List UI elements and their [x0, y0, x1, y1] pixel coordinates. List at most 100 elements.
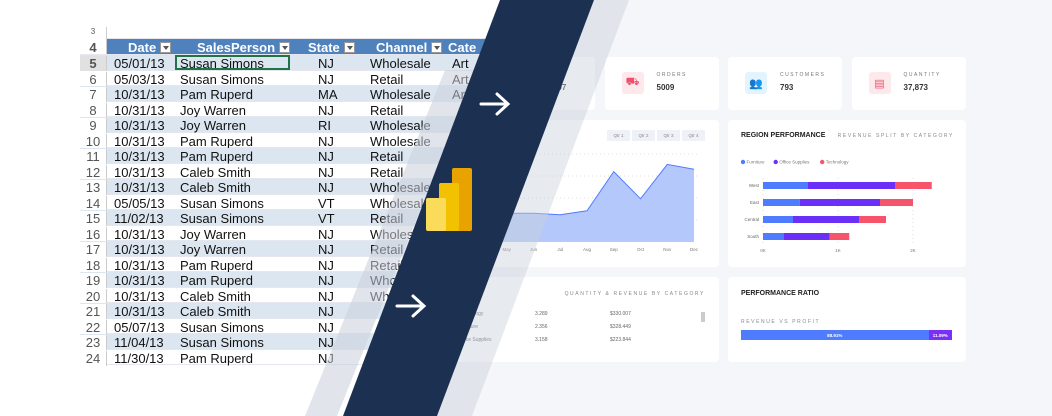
- row-number[interactable]: 11: [80, 149, 107, 164]
- header-date[interactable]: Date: [128, 40, 172, 55]
- row-number[interactable]: 20: [80, 288, 107, 304]
- header-category[interactable]: Cate: [448, 40, 477, 55]
- date-cell[interactable]: 10/31/13: [114, 288, 165, 304]
- state-cell[interactable]: NJ: [318, 71, 334, 87]
- row-number[interactable]: 23: [80, 335, 107, 350]
- bar-segment[interactable]: [763, 216, 793, 223]
- row-number[interactable]: 21: [80, 304, 107, 319]
- date-cell[interactable]: 10/31/13: [114, 257, 165, 273]
- date-cell[interactable]: 10/31/13: [114, 149, 165, 164]
- date-cell[interactable]: 05/07/13: [114, 319, 165, 335]
- state-cell[interactable]: NJ: [318, 164, 334, 180]
- bar-segment[interactable]: [784, 233, 830, 240]
- row-number[interactable]: 24: [80, 350, 107, 366]
- row-number[interactable]: 15: [80, 211, 107, 226]
- row-number[interactable]: 12: [80, 164, 107, 180]
- header-state[interactable]: State: [308, 40, 355, 55]
- legend-label[interactable]: Furniture: [747, 160, 766, 165]
- row-number[interactable]: 6: [80, 71, 107, 87]
- date-cell[interactable]: 10/31/13: [114, 118, 165, 133]
- header-channel[interactable]: Channel: [376, 40, 443, 55]
- bar-segment[interactable]: [763, 182, 808, 189]
- salesperson-cell[interactable]: Joy Warren: [180, 118, 246, 133]
- legend-label[interactable]: Office Supplies: [779, 160, 810, 165]
- date-cell[interactable]: 10/31/13: [114, 87, 165, 102]
- salesperson-cell[interactable]: Joy Warren: [180, 226, 246, 242]
- row-number[interactable]: 16: [80, 226, 107, 242]
- channel-cell[interactable]: Retail: [370, 149, 404, 164]
- salesperson-cell[interactable]: Pam Ruperd: [180, 273, 253, 288]
- date-cell[interactable]: 05/05/13: [114, 195, 165, 211]
- date-cell[interactable]: 10/31/13: [114, 273, 165, 288]
- row-number[interactable]: 13: [80, 180, 107, 195]
- state-cell[interactable]: RI: [318, 118, 331, 133]
- channel-cell[interactable]: Retail: [370, 102, 404, 118]
- bar-segment[interactable]: [895, 182, 932, 189]
- channel-cell[interactable]: Retail: [370, 71, 404, 87]
- category-cell[interactable]: Art: [452, 56, 469, 71]
- state-cell[interactable]: NJ: [318, 102, 334, 118]
- selected-cell[interactable]: [175, 55, 290, 70]
- row-number[interactable]: 19: [80, 273, 107, 288]
- salesperson-cell[interactable]: Joy Warren: [180, 102, 246, 118]
- date-cell[interactable]: 11/04/13: [114, 335, 164, 350]
- salesperson-cell[interactable]: Susan Simons: [180, 195, 264, 211]
- row-number[interactable]: 5: [80, 56, 107, 71]
- state-cell[interactable]: NJ: [318, 319, 334, 335]
- quarter-filter-button[interactable]: Qtr 1: [607, 130, 630, 141]
- bar-segment[interactable]: [880, 199, 913, 206]
- row-number[interactable]: 9: [80, 118, 107, 133]
- salesperson-cell[interactable]: Pam Ruperd: [180, 149, 253, 164]
- bar-segment[interactable]: [808, 182, 895, 189]
- salesperson-cell[interactable]: Pam Ruperd: [180, 87, 253, 102]
- legend-label[interactable]: Technology: [826, 160, 850, 165]
- date-cell[interactable]: 05/03/13: [114, 71, 165, 87]
- row-number[interactable]: 17: [80, 242, 107, 257]
- channel-cell[interactable]: Wholesale: [370, 118, 431, 133]
- state-cell[interactable]: NJ: [318, 335, 334, 350]
- state-cell[interactable]: NJ: [318, 133, 334, 149]
- state-cell[interactable]: NJ: [318, 288, 334, 304]
- state-cell[interactable]: NJ: [318, 304, 334, 319]
- state-cell[interactable]: NJ: [318, 226, 334, 242]
- bar-segment[interactable]: [793, 216, 859, 223]
- date-cell[interactable]: 11/30/13: [114, 350, 164, 366]
- state-cell[interactable]: MA: [318, 87, 338, 102]
- bar-segment[interactable]: [859, 216, 886, 223]
- salesperson-cell[interactable]: Caleb Smith: [180, 180, 251, 195]
- row-number[interactable]: 18: [80, 257, 107, 273]
- salesperson-cell[interactable]: Pam Ruperd: [180, 257, 253, 273]
- salesperson-cell[interactable]: Caleb Smith: [180, 304, 251, 319]
- row-number[interactable]: 7: [80, 87, 107, 102]
- state-cell[interactable]: NJ: [318, 180, 334, 195]
- date-cell[interactable]: 05/01/13: [114, 56, 165, 71]
- header-salesperson[interactable]: SalesPerson: [197, 40, 291, 55]
- state-cell[interactable]: NJ: [318, 273, 334, 288]
- state-cell[interactable]: NJ: [318, 149, 334, 164]
- date-cell[interactable]: 10/31/13: [114, 180, 165, 195]
- salesperson-cell[interactable]: Susan Simons: [180, 319, 264, 335]
- salesperson-cell[interactable]: Susan Simons: [180, 335, 264, 350]
- row-number[interactable]: 8: [80, 102, 107, 118]
- bar-segment[interactable]: [829, 233, 850, 240]
- date-cell[interactable]: 10/31/13: [114, 133, 165, 149]
- state-cell[interactable]: NJ: [318, 242, 334, 257]
- channel-cell[interactable]: Retail: [370, 164, 404, 180]
- salesperson-cell[interactable]: Joy Warren: [180, 242, 246, 257]
- channel-cell[interactable]: Wholesale: [370, 87, 431, 102]
- channel-cell[interactable]: Wholesale: [370, 56, 431, 71]
- state-cell[interactable]: NJ: [318, 56, 334, 71]
- date-cell[interactable]: 10/31/13: [114, 164, 165, 180]
- row-number[interactable]: 14: [80, 195, 107, 211]
- salesperson-cell[interactable]: Caleb Smith: [180, 164, 251, 180]
- salesperson-cell[interactable]: Caleb Smith: [180, 288, 251, 304]
- quarter-filter-button[interactable]: Qtr 4: [682, 130, 705, 141]
- salesperson-cell[interactable]: Susan Simons: [180, 211, 264, 226]
- date-cell[interactable]: 10/31/13: [114, 102, 165, 118]
- date-cell[interactable]: 10/31/13: [114, 242, 165, 257]
- scrollbar[interactable]: [701, 312, 705, 322]
- row-number[interactable]: 10: [80, 133, 107, 149]
- quarter-filter-button[interactable]: Qtr 3: [657, 130, 680, 141]
- date-cell[interactable]: 10/31/13: [114, 226, 165, 242]
- row-number[interactable]: 22: [80, 319, 107, 335]
